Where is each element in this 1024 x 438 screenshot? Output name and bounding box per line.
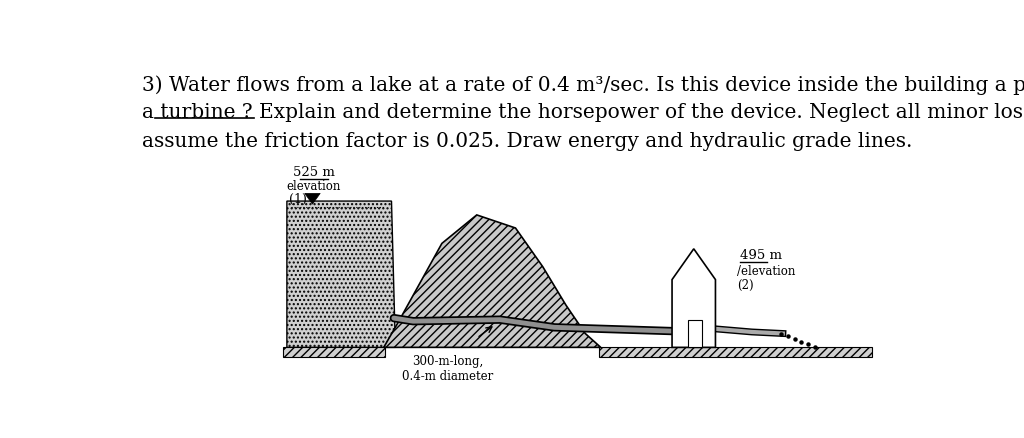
- Polygon shape: [687, 320, 701, 348]
- Text: 0.4-m diameter: 0.4-m diameter: [401, 369, 493, 382]
- Text: elevation: elevation: [287, 180, 341, 193]
- Text: /elevation: /elevation: [737, 265, 796, 278]
- Text: 300-m-long,: 300-m-long,: [412, 354, 483, 367]
- Polygon shape: [283, 348, 385, 357]
- Text: (1): (1): [289, 192, 307, 205]
- Polygon shape: [672, 249, 716, 348]
- Text: assume the friction factor is 0.025. Draw energy and hydraulic grade lines.: assume the friction factor is 0.025. Dra…: [142, 132, 912, 151]
- Polygon shape: [287, 201, 395, 348]
- Text: 525 m: 525 m: [293, 166, 335, 179]
- Text: (2): (2): [737, 279, 754, 291]
- Polygon shape: [599, 348, 872, 357]
- Polygon shape: [384, 215, 601, 348]
- Text: 3) Water flows from a lake at a rate of 0.4 m³/sec. Is this device inside the bu: 3) Water flows from a lake at a rate of …: [142, 75, 1024, 95]
- Polygon shape: [305, 194, 321, 205]
- Text: 495 m: 495 m: [740, 248, 782, 261]
- Text: a turbine ? Explain and determine the horsepower of the device. Neglect all mino: a turbine ? Explain and determine the ho…: [142, 103, 1024, 122]
